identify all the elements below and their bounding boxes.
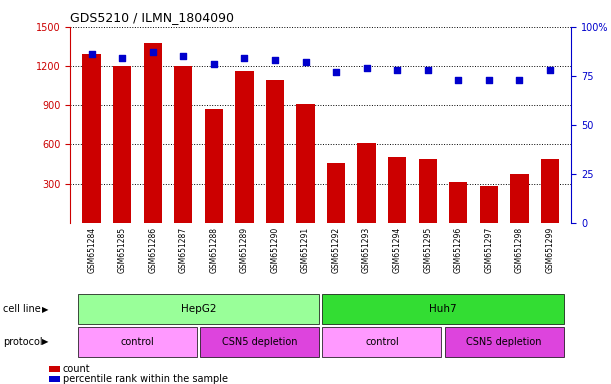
Point: [240, 55, 249, 61]
Text: GSM651299: GSM651299: [546, 227, 554, 273]
Bar: [205, 109, 223, 223]
Point: [178, 53, 188, 59]
Bar: [445, 327, 564, 356]
Bar: [480, 186, 498, 223]
Text: GSM651293: GSM651293: [362, 227, 371, 273]
Text: control: control: [120, 337, 155, 347]
Bar: [78, 327, 197, 356]
Text: control: control: [365, 337, 399, 347]
Bar: [296, 104, 315, 223]
Text: ▶: ▶: [42, 337, 48, 346]
Point: [331, 69, 341, 75]
Point: [545, 67, 555, 73]
Text: protocol: protocol: [3, 337, 43, 347]
Bar: [235, 71, 254, 223]
Text: GSM651286: GSM651286: [148, 227, 157, 273]
Text: GSM651289: GSM651289: [240, 227, 249, 273]
Text: GDS5210 / ILMN_1804090: GDS5210 / ILMN_1804090: [70, 11, 234, 24]
Bar: [541, 159, 559, 223]
Text: ▶: ▶: [42, 305, 48, 314]
Text: percentile rank within the sample: percentile rank within the sample: [63, 374, 228, 384]
Text: count: count: [63, 364, 90, 374]
Bar: [510, 174, 529, 223]
Text: GSM651287: GSM651287: [179, 227, 188, 273]
Text: GSM651295: GSM651295: [423, 227, 432, 273]
Bar: [82, 54, 101, 223]
Bar: [327, 163, 345, 223]
Text: CSN5 depletion: CSN5 depletion: [466, 337, 542, 347]
Point: [484, 77, 494, 83]
Text: GSM651288: GSM651288: [210, 227, 218, 273]
Bar: [174, 66, 192, 223]
Text: GSM651291: GSM651291: [301, 227, 310, 273]
Bar: [419, 159, 437, 223]
Point: [301, 59, 310, 65]
Bar: [266, 80, 284, 223]
Point: [148, 49, 158, 55]
Point: [117, 55, 127, 61]
Bar: [449, 182, 467, 223]
Bar: [200, 327, 320, 356]
Text: GSM651284: GSM651284: [87, 227, 96, 273]
Bar: [323, 295, 564, 324]
Bar: [323, 327, 442, 356]
Bar: [113, 66, 131, 223]
Text: Huh7: Huh7: [429, 304, 457, 314]
Text: GSM651290: GSM651290: [271, 227, 279, 273]
Point: [87, 51, 97, 57]
Text: GSM651297: GSM651297: [485, 227, 493, 273]
Text: GSM651285: GSM651285: [118, 227, 126, 273]
Text: GSM651292: GSM651292: [332, 227, 340, 273]
Text: GSM651298: GSM651298: [515, 227, 524, 273]
Bar: [144, 43, 162, 223]
Text: GSM651296: GSM651296: [454, 227, 463, 273]
Point: [453, 77, 463, 83]
Point: [209, 61, 219, 67]
Point: [270, 57, 280, 63]
Text: cell line: cell line: [3, 304, 41, 314]
Point: [392, 67, 402, 73]
Point: [423, 67, 433, 73]
Point: [514, 77, 524, 83]
Bar: [388, 157, 406, 223]
Text: GSM651294: GSM651294: [393, 227, 401, 273]
Bar: [357, 143, 376, 223]
Bar: [78, 295, 320, 324]
Text: CSN5 depletion: CSN5 depletion: [222, 337, 298, 347]
Text: HepG2: HepG2: [181, 304, 216, 314]
Point: [362, 65, 371, 71]
